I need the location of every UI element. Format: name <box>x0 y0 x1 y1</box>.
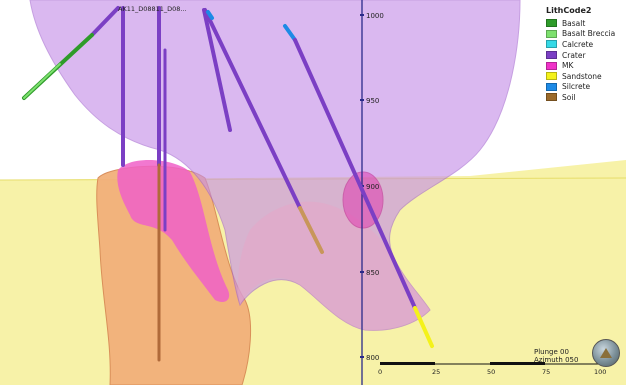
view-orientation: Plunge 00 Azimuth 050 <box>534 348 578 364</box>
elev-tick-900: 900 <box>366 183 379 191</box>
drillhole-g-silcrete <box>283 24 297 42</box>
scale-tick-75: 75 <box>542 368 550 376</box>
drillhole-g-crater <box>293 38 417 310</box>
scale-bar: 0 25 50 75 100 <box>378 362 606 376</box>
legend-label-soil: Soil <box>562 92 576 102</box>
drillhole-f-soil <box>298 206 324 254</box>
scale-tick-25: 25 <box>432 368 440 376</box>
drillhole-a-crater <box>90 6 120 37</box>
crater-lower-lobe <box>238 201 430 331</box>
legend-item-calcrete: Calcrete <box>546 39 624 50</box>
legend-item-mk: MK <box>546 60 624 71</box>
elev-tick-850: 850 <box>366 269 379 277</box>
compass-icon[interactable] <box>592 339 620 367</box>
legend-label-basalt: Basalt <box>562 18 586 28</box>
legend-item-silcrete: Silcrete <box>546 82 624 93</box>
legend-label-crater: Crater <box>562 50 586 60</box>
legend-label-basalt-breccia: Basalt Breccia <box>562 29 616 39</box>
legend-label-calcrete: Calcrete <box>562 39 594 49</box>
legend-label-silcrete: Silcrete <box>562 82 591 92</box>
drillhole-e-crater <box>202 8 232 132</box>
drillhole-f-crater <box>203 8 302 210</box>
legend-swatch-basalt-breccia <box>546 29 557 38</box>
elev-tick-800: 800 <box>366 354 379 362</box>
legend-item-basalt: Basalt <box>546 18 624 29</box>
drillhole-label: AK11_D08811_D08... <box>118 5 187 13</box>
elev-tick-1000: 1000 <box>366 12 384 20</box>
lithology-legend: LithCode2 Basalt Basalt Breccia Calcrete… <box>546 6 624 103</box>
scale-tick-0: 0 <box>378 368 382 376</box>
scale-tick-50: 50 <box>487 368 495 376</box>
legend-swatch-crater <box>546 51 557 60</box>
mk-body <box>117 160 230 302</box>
elev-tick-950: 950 <box>366 97 379 105</box>
legend-item-basalt-breccia: Basalt Breccia <box>546 29 624 40</box>
legend-label-sandstone: Sandstone <box>562 71 602 81</box>
drillhole-g-sandstone <box>413 306 434 348</box>
drillhole-e-silcrete <box>206 10 214 20</box>
drillhole-a-breccia <box>23 63 61 99</box>
legend-item-soil: Soil <box>546 92 624 103</box>
legend-title: LithCode2 <box>546 6 592 15</box>
legend-swatch-basalt <box>546 19 557 28</box>
legend-label-mk: MK <box>562 61 574 71</box>
legend-item-crater: Crater <box>546 50 624 61</box>
scale-labels: 0 25 50 75 100 <box>378 368 606 376</box>
plunge-label: Plunge 00 <box>534 348 569 356</box>
legend-swatch-mk <box>546 61 557 70</box>
elevation-labels: 1000 950 900 850 800 <box>366 12 384 362</box>
legend-item-sandstone: Sandstone <box>546 71 624 82</box>
azimuth-label: Azimuth 050 <box>534 356 579 364</box>
scale-tick-100: 100 <box>594 368 606 376</box>
legend-swatch-calcrete <box>546 40 557 49</box>
legend-swatch-soil <box>546 93 557 102</box>
legend-swatch-silcrete <box>546 82 557 91</box>
legend-swatch-sandstone <box>546 72 557 81</box>
drillholes <box>22 6 434 362</box>
